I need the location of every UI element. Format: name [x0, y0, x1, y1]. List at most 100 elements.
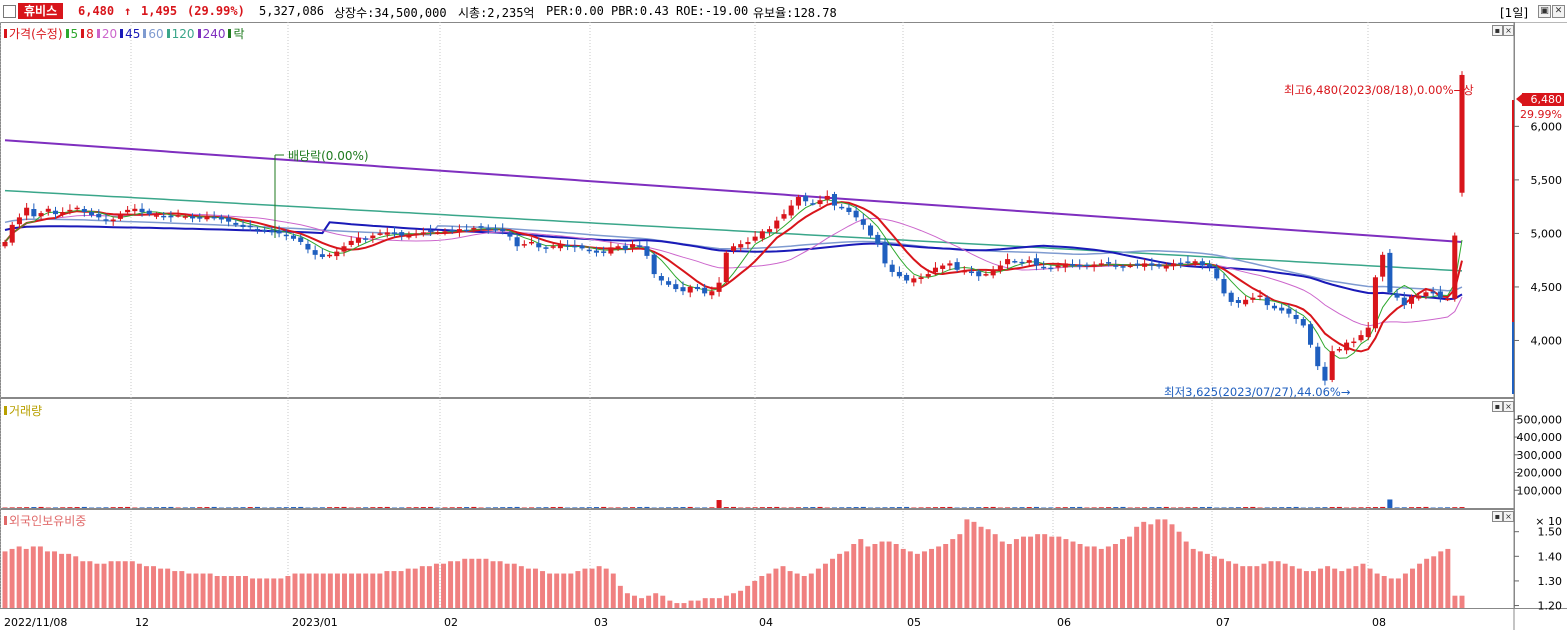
volume-bar	[947, 506, 953, 508]
select-checkbox[interactable]	[3, 5, 16, 18]
dividend-annotation: 배당락(0.00%)	[288, 149, 369, 163]
volume-panel-menu-icon[interactable]: ▪	[1492, 401, 1503, 412]
foreign-ratio-bar	[448, 561, 454, 608]
candle-body	[932, 267, 938, 273]
foreign-ratio-bar	[94, 563, 100, 608]
legend-item[interactable]: 120	[166, 27, 195, 41]
foreign-ratio-bar	[1091, 546, 1097, 608]
foreign-ratio-bar	[1282, 563, 1288, 608]
volume-tick-label: 200,000	[1517, 467, 1563, 480]
volume-bar	[117, 507, 123, 508]
candle-body	[536, 243, 542, 248]
volume-bar	[74, 507, 80, 508]
candle-body	[1228, 292, 1234, 302]
foreign-ratio-bar	[292, 573, 298, 608]
volume-bar	[16, 507, 22, 508]
foreign-ratio-bar	[858, 539, 864, 608]
candle-body	[1315, 346, 1321, 367]
legend-item[interactable]: 240	[197, 27, 225, 41]
candle-body	[1156, 264, 1162, 267]
volume-bar	[125, 506, 131, 508]
foreign-ratio-bar	[1169, 524, 1175, 608]
foreign-ratio-bar	[971, 521, 977, 608]
foreign-ratio-bar	[1042, 534, 1048, 608]
price-panel-close-icon[interactable]: ×	[1503, 25, 1514, 36]
candle-body	[182, 216, 188, 218]
candle-body	[456, 229, 462, 233]
foreign-ratio-bar	[1438, 551, 1444, 608]
candle-body	[1380, 254, 1386, 277]
candle-body	[795, 197, 801, 206]
volume-bar	[153, 507, 159, 508]
legend-item[interactable]: 45	[120, 27, 140, 41]
stock-name-badge[interactable]: 휴비스	[18, 3, 64, 19]
foreign-ratio-bar	[334, 573, 340, 608]
candle-body	[103, 219, 109, 221]
legend-item[interactable]: 20	[96, 27, 117, 41]
foreign-panel-menu-icon[interactable]: ▪	[1492, 511, 1503, 522]
foreign-ratio-bar	[426, 566, 432, 608]
volume-panel-close-icon[interactable]: ×	[1503, 401, 1514, 412]
foreign-ratio-bar	[1063, 539, 1069, 608]
foreign-ratio-bar	[844, 551, 850, 608]
candle-body	[521, 244, 527, 246]
candle-body	[1459, 74, 1465, 193]
price-panel-menu-icon[interactable]: ▪	[1492, 25, 1503, 36]
candle-body	[1199, 261, 1205, 266]
volume-bar	[406, 507, 412, 508]
foreign-ratio-bar	[957, 534, 963, 608]
volume-bar	[507, 507, 513, 508]
foreign-ratio-bar	[1134, 526, 1140, 608]
volume-bar	[723, 507, 729, 508]
volume-bar	[969, 507, 975, 508]
volume-bar	[190, 507, 196, 508]
foreign-tick-label: 1.30	[1538, 575, 1563, 588]
candle-body	[1293, 314, 1299, 320]
candle-body	[31, 209, 37, 217]
volume-bar	[1329, 507, 1335, 508]
foreign-ratio-bar	[1339, 571, 1345, 608]
candle-body	[1019, 261, 1025, 264]
foreign-ratio-bar	[52, 551, 57, 608]
restore-icon[interactable]: ▣	[1538, 5, 1551, 18]
candle-body	[1178, 262, 1184, 265]
foreign-ratio-bar	[1367, 568, 1373, 608]
candle-body	[341, 246, 347, 252]
candle-body	[1336, 349, 1342, 351]
volume-bar	[622, 507, 628, 508]
legend-item[interactable]: 8	[81, 27, 94, 41]
candle-body	[651, 254, 657, 275]
foreign-ratio-bar	[540, 571, 546, 608]
volume-bar	[81, 506, 87, 508]
foreign-panel-close-icon[interactable]: ×	[1503, 511, 1514, 522]
candle-body	[1185, 261, 1191, 263]
foreign-ratio-bar	[1197, 551, 1203, 608]
candle-body	[1077, 264, 1083, 267]
volume-bar	[860, 506, 866, 508]
legend-item[interactable]: 가격(수정)	[4, 27, 63, 41]
volume-bar	[637, 507, 643, 508]
candle-body	[348, 240, 354, 245]
volume-bar	[1315, 507, 1321, 508]
candle-body	[269, 230, 275, 233]
volume-bar	[1286, 507, 1292, 508]
volume-bar	[384, 506, 390, 508]
timeframe-selector[interactable]: [1일]	[1500, 6, 1529, 20]
foreign-ratio-bar	[455, 561, 461, 608]
legend-item[interactable]: 락	[228, 27, 245, 41]
foreign-ratio-bar	[759, 576, 765, 608]
volume-value: 5,327,086	[259, 4, 325, 18]
foreign-ratio-bar	[624, 593, 630, 608]
volume-bar	[1423, 506, 1429, 508]
volume-bar	[932, 507, 938, 508]
foreign-ratio-bar	[136, 563, 142, 608]
volume-bar	[103, 507, 109, 508]
foreign-ratio-bar	[1127, 536, 1133, 608]
legend-item[interactable]: 5	[65, 27, 78, 41]
candle-body	[161, 215, 167, 218]
candle-body	[334, 251, 340, 257]
legend-item[interactable]: 60	[143, 27, 164, 41]
candle-body	[1170, 263, 1177, 267]
close-icon[interactable]: ✕	[1552, 5, 1565, 18]
